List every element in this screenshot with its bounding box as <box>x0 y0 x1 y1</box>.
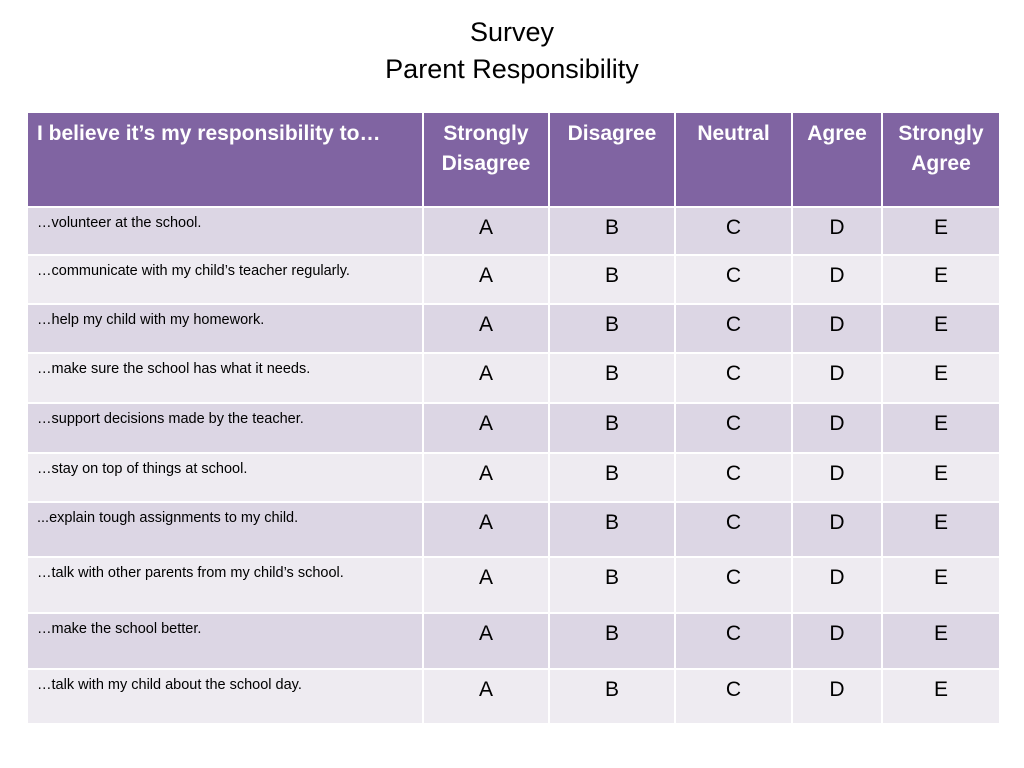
column-header-agree: Agree <box>791 111 883 208</box>
choice-strongly-disagree: A <box>422 501 550 558</box>
choice-strongly-disagree: A <box>422 254 550 305</box>
choice-disagree: B <box>548 254 676 305</box>
row-statement: …volunteer at the school. <box>26 206 424 256</box>
choice-strongly-disagree: A <box>422 556 550 614</box>
survey-table: I believe it’s my responsibility to… Str… <box>26 111 1001 725</box>
table-row: …stay on top of things at school. A B C D E <box>26 452 1001 503</box>
choice-strongly-agree: E <box>881 254 1001 305</box>
row-statement: ...explain tough assignments to my child… <box>26 501 424 558</box>
column-header-strongly-disagree: Strongly Disagree <box>422 111 550 208</box>
table-row: …communicate with my child’s teacher reg… <box>26 254 1001 305</box>
choice-agree: D <box>791 501 883 558</box>
choice-strongly-disagree: A <box>422 668 550 725</box>
table-row: …support decisions made by the teacher. A… <box>26 402 1001 454</box>
choice-disagree: B <box>548 303 676 354</box>
choice-agree: D <box>791 402 883 454</box>
choice-strongly-agree: E <box>881 303 1001 354</box>
row-statement: …talk with other parents from my child’s… <box>26 556 424 614</box>
row-statement: …make the school better. <box>26 612 424 670</box>
choice-strongly-disagree: A <box>422 612 550 670</box>
choice-neutral: C <box>674 612 793 670</box>
choice-strongly-agree: E <box>881 501 1001 558</box>
choice-agree: D <box>791 556 883 614</box>
header-row: I believe it’s my responsibility to… Str… <box>26 111 1001 208</box>
choice-strongly-agree: E <box>881 668 1001 725</box>
choice-disagree: B <box>548 612 676 670</box>
table-row: …talk with my child about the school day… <box>26 668 1001 725</box>
choice-agree: D <box>791 254 883 305</box>
column-header-disagree: Disagree <box>548 111 676 208</box>
table-row: ...explain tough assignments to my child… <box>26 501 1001 558</box>
row-statement: …stay on top of things at school. <box>26 452 424 503</box>
choice-neutral: C <box>674 452 793 503</box>
row-statement: …talk with my child about the school day… <box>26 668 424 725</box>
choice-neutral: C <box>674 402 793 454</box>
table-row: …make sure the school has what it needs.… <box>26 352 1001 404</box>
choice-agree: D <box>791 303 883 354</box>
choice-strongly-agree: E <box>881 352 1001 404</box>
column-header-strongly-agree: Strongly Agree <box>881 111 1001 208</box>
slide-title: Survey Parent Responsibility <box>0 14 1024 88</box>
choice-strongly-agree: E <box>881 452 1001 503</box>
choice-strongly-agree: E <box>881 402 1001 454</box>
choice-strongly-agree: E <box>881 556 1001 614</box>
choice-disagree: B <box>548 352 676 404</box>
choice-neutral: C <box>674 254 793 305</box>
choice-neutral: C <box>674 303 793 354</box>
survey-table-header: I believe it’s my responsibility to… Str… <box>26 111 1001 208</box>
choice-disagree: B <box>548 556 676 614</box>
choice-strongly-agree: E <box>881 206 1001 256</box>
table-row: …volunteer at the school. A B C D E <box>26 206 1001 256</box>
title-line-survey: Survey <box>469 17 555 47</box>
choice-strongly-disagree: A <box>422 206 550 256</box>
row-statement: …make sure the school has what it needs. <box>26 352 424 404</box>
choice-agree: D <box>791 612 883 670</box>
survey-table-body: …volunteer at the school. A B C D E …communica… <box>26 206 1001 725</box>
choice-neutral: C <box>674 556 793 614</box>
choice-agree: D <box>791 668 883 725</box>
choice-neutral: C <box>674 206 793 256</box>
choice-neutral: C <box>674 352 793 404</box>
choice-strongly-disagree: A <box>422 452 550 503</box>
choice-agree: D <box>791 452 883 503</box>
choice-disagree: B <box>548 668 676 725</box>
choice-disagree: B <box>548 501 676 558</box>
choice-neutral: C <box>674 501 793 558</box>
table-row: …make the school better. A B C D E <box>26 612 1001 670</box>
table-row: …talk with other parents from my child’s… <box>26 556 1001 614</box>
choice-strongly-agree: E <box>881 612 1001 670</box>
row-statement: …communicate with my child’s teacher reg… <box>26 254 424 305</box>
choice-strongly-disagree: A <box>422 303 550 354</box>
column-header-neutral: Neutral <box>674 111 793 208</box>
column-header-statement: I believe it’s my responsibility to… <box>26 111 424 208</box>
title-line-parent-responsibility: Parent Responsibility <box>385 54 639 84</box>
choice-disagree: B <box>548 452 676 503</box>
choice-disagree: B <box>548 402 676 454</box>
choice-disagree: B <box>548 206 676 256</box>
choice-strongly-disagree: A <box>422 352 550 404</box>
table-row: …help my child with my homework. A B C D E <box>26 303 1001 354</box>
choice-agree: D <box>791 352 883 404</box>
row-statement: …support decisions made by the teacher. <box>26 402 424 454</box>
row-statement: …help my child with my homework. <box>26 303 424 354</box>
choice-strongly-disagree: A <box>422 402 550 454</box>
choice-agree: D <box>791 206 883 256</box>
choice-neutral: C <box>674 668 793 725</box>
